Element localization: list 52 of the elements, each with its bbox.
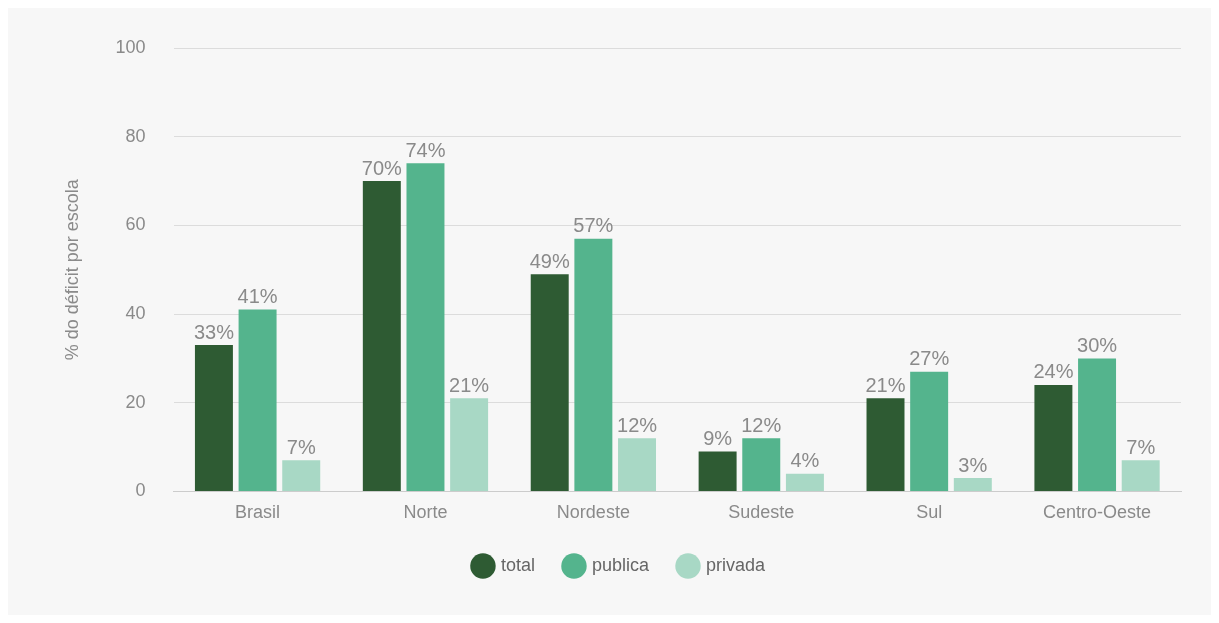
x-tick-label: Nordeste bbox=[556, 502, 630, 523]
bar bbox=[1121, 460, 1160, 491]
data-label: 57% bbox=[573, 214, 614, 237]
x-tick-label: Brasil bbox=[235, 502, 281, 523]
y-tick-label: 0 bbox=[135, 480, 146, 501]
bar bbox=[910, 371, 949, 491]
data-label: 12% bbox=[741, 413, 782, 436]
bar bbox=[194, 345, 233, 491]
y-tick-label: 100 bbox=[115, 36, 146, 57]
data-label: 7% bbox=[1126, 435, 1156, 458]
data-label: 9% bbox=[703, 427, 733, 450]
bar bbox=[1078, 358, 1117, 491]
bar bbox=[574, 238, 613, 491]
bar bbox=[785, 473, 824, 491]
x-tick-label: Norte bbox=[403, 502, 448, 523]
data-label: 74% bbox=[405, 138, 446, 161]
x-tick-label: Centro-Oeste bbox=[1043, 502, 1152, 523]
bar bbox=[1034, 384, 1073, 491]
y-axis-title: % do déficit por escola bbox=[61, 178, 82, 361]
data-label: 7% bbox=[286, 435, 316, 458]
bar bbox=[530, 274, 569, 491]
bar bbox=[698, 451, 737, 491]
data-label: 21% bbox=[865, 373, 906, 396]
y-tick-label: 60 bbox=[125, 214, 146, 235]
data-label: 3% bbox=[958, 453, 988, 476]
y-tick-label: 20 bbox=[125, 391, 146, 412]
data-label: 12% bbox=[617, 413, 658, 436]
data-label: 21% bbox=[449, 373, 490, 396]
data-label: 49% bbox=[529, 249, 570, 272]
x-tick-label: Sul bbox=[916, 502, 943, 523]
x-tick-label: Sudeste bbox=[728, 502, 795, 523]
data-label: 41% bbox=[237, 285, 278, 308]
bar bbox=[406, 163, 445, 491]
bar bbox=[742, 438, 781, 491]
y-tick-label: 40 bbox=[125, 303, 146, 324]
bar bbox=[362, 181, 401, 491]
legend-label: publica bbox=[591, 554, 650, 575]
data-label: 4% bbox=[790, 449, 820, 472]
data-label: 70% bbox=[361, 156, 403, 179]
data-label: 27% bbox=[909, 347, 950, 370]
data-label: 33% bbox=[193, 320, 235, 343]
bar bbox=[953, 478, 992, 491]
bar bbox=[238, 309, 277, 491]
legend-label: privada bbox=[706, 554, 767, 575]
bar bbox=[282, 460, 321, 491]
data-label: 24% bbox=[1033, 360, 1074, 383]
y-tick-label: 80 bbox=[125, 125, 146, 146]
bar bbox=[618, 438, 657, 491]
legend-label: total bbox=[500, 554, 535, 575]
bar bbox=[866, 398, 905, 491]
data-label: 30% bbox=[1077, 333, 1118, 356]
bar bbox=[450, 398, 489, 491]
